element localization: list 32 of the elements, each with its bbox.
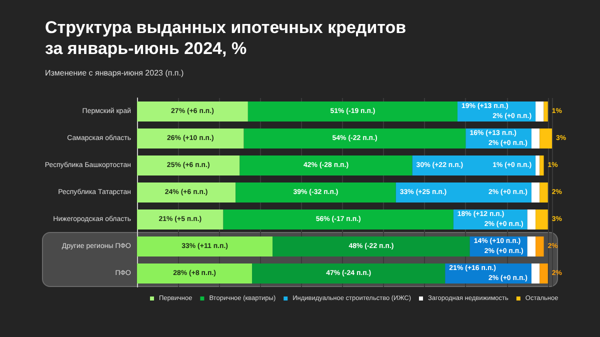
bar xyxy=(412,156,536,176)
bar xyxy=(137,156,240,176)
bar xyxy=(540,156,544,176)
chart-title: Структура выданных ипотечных кредитов за январь-июнь 2024, % xyxy=(45,18,406,58)
bar xyxy=(540,264,548,284)
bar xyxy=(236,182,396,202)
bar xyxy=(272,236,470,256)
bar xyxy=(248,102,458,122)
bar xyxy=(531,264,540,284)
bar xyxy=(531,182,540,202)
bar xyxy=(244,128,466,148)
bar xyxy=(540,128,552,148)
bar xyxy=(544,102,548,122)
bar xyxy=(531,128,540,148)
bar xyxy=(137,236,273,256)
bar xyxy=(536,102,544,122)
bar xyxy=(536,210,548,230)
chart-subtitle: Изменение с января-июня 2023 (п.п.) xyxy=(45,68,184,78)
bar xyxy=(137,182,236,202)
bar xyxy=(223,210,454,230)
bar xyxy=(137,210,224,230)
bar xyxy=(536,236,544,256)
bar xyxy=(137,102,248,122)
bar xyxy=(540,182,548,202)
bar xyxy=(536,156,540,176)
bar xyxy=(527,210,536,230)
bar xyxy=(396,182,532,202)
bar xyxy=(240,156,412,176)
bar xyxy=(527,236,536,256)
bar xyxy=(252,264,446,284)
bar xyxy=(137,128,244,148)
bar xyxy=(137,264,252,284)
